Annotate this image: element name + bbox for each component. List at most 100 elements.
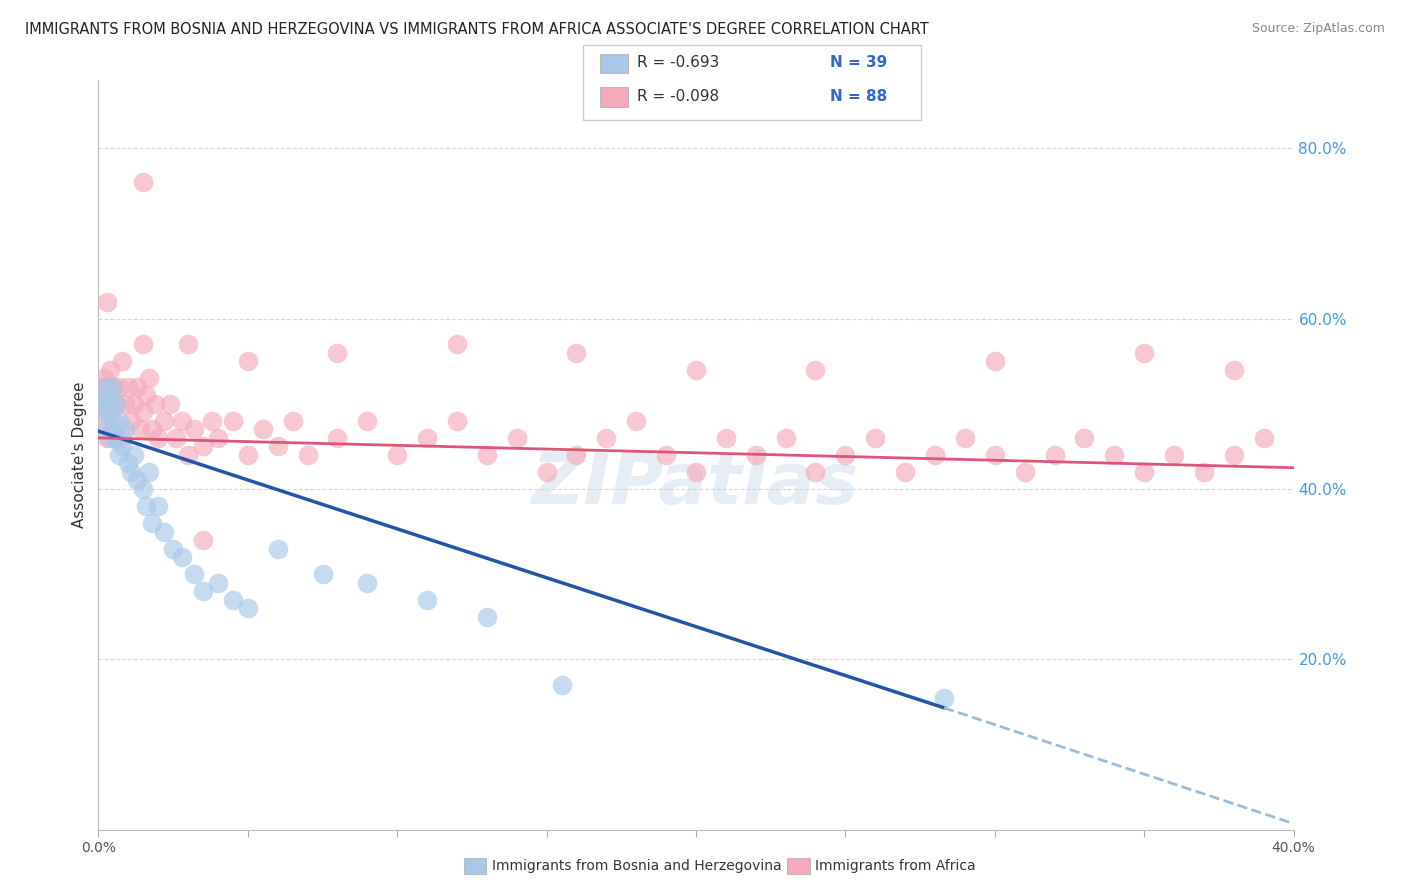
- Point: [191, 584, 214, 599]
- Point: [105, 431, 128, 445]
- Point: [201, 414, 224, 428]
- Point: [416, 431, 439, 445]
- Point: [132, 405, 155, 419]
- Point: [153, 414, 176, 428]
- Point: [953, 431, 976, 445]
- Point: [207, 431, 229, 445]
- Point: [326, 431, 349, 445]
- Point: [138, 371, 160, 385]
- Point: [595, 431, 617, 445]
- Point: [120, 414, 142, 428]
- Point: [236, 448, 259, 462]
- Point: [685, 465, 707, 479]
- Point: [141, 516, 163, 530]
- Point: [924, 448, 946, 462]
- Point: [894, 465, 917, 479]
- Point: [108, 414, 131, 428]
- Point: [1223, 448, 1246, 462]
- Point: [183, 567, 205, 582]
- Point: [1104, 448, 1126, 462]
- Point: [90, 397, 112, 411]
- Point: [138, 465, 160, 479]
- Point: [143, 397, 166, 411]
- Point: [96, 294, 118, 309]
- Point: [714, 431, 737, 445]
- Point: [108, 448, 131, 462]
- Point: [207, 575, 229, 590]
- Point: [172, 414, 194, 428]
- Point: [326, 345, 349, 359]
- Point: [120, 465, 142, 479]
- Point: [1223, 363, 1246, 377]
- Text: Immigrants from Bosnia and Herzegovina: Immigrants from Bosnia and Herzegovina: [492, 859, 782, 873]
- Point: [117, 457, 139, 471]
- Point: [93, 371, 115, 385]
- Point: [90, 380, 112, 394]
- Point: [475, 609, 498, 624]
- Point: [93, 405, 115, 419]
- Point: [90, 397, 112, 411]
- Point: [236, 601, 259, 615]
- Text: R = -0.693: R = -0.693: [637, 55, 720, 70]
- Y-axis label: Associate's Degree: Associate's Degree: [72, 382, 87, 528]
- Point: [132, 482, 155, 496]
- Point: [177, 448, 200, 462]
- Point: [98, 397, 122, 411]
- Point: [1133, 345, 1156, 359]
- Point: [105, 397, 128, 411]
- Point: [96, 422, 118, 436]
- Point: [655, 448, 678, 462]
- Point: [1043, 448, 1066, 462]
- Point: [129, 422, 152, 436]
- Point: [984, 448, 1007, 462]
- Point: [159, 397, 181, 411]
- Point: [127, 380, 149, 394]
- Point: [1163, 448, 1185, 462]
- Point: [745, 448, 768, 462]
- Point: [177, 337, 200, 351]
- Point: [132, 176, 155, 190]
- Point: [98, 405, 122, 419]
- Point: [550, 678, 572, 692]
- Point: [506, 431, 529, 445]
- Point: [135, 499, 157, 513]
- Point: [114, 422, 136, 436]
- Text: Source: ZipAtlas.com: Source: ZipAtlas.com: [1251, 22, 1385, 36]
- Point: [626, 414, 648, 428]
- Point: [536, 465, 558, 479]
- Point: [222, 592, 245, 607]
- Point: [1192, 465, 1215, 479]
- Point: [172, 550, 194, 565]
- Point: [111, 431, 134, 445]
- Point: [1073, 431, 1095, 445]
- Point: [297, 448, 319, 462]
- Point: [111, 439, 134, 453]
- Point: [804, 465, 827, 479]
- Point: [153, 524, 176, 539]
- Point: [108, 380, 131, 394]
- Point: [385, 448, 409, 462]
- Point: [267, 439, 290, 453]
- Point: [105, 431, 128, 445]
- Point: [311, 567, 333, 582]
- Point: [565, 448, 588, 462]
- Point: [865, 431, 887, 445]
- Text: R = -0.098: R = -0.098: [637, 89, 718, 103]
- Text: Immigrants from Africa: Immigrants from Africa: [815, 859, 976, 873]
- Point: [148, 499, 170, 513]
- Point: [148, 431, 170, 445]
- Point: [96, 431, 118, 445]
- Point: [117, 380, 139, 394]
- Point: [124, 448, 146, 462]
- Text: N = 39: N = 39: [830, 55, 887, 70]
- Point: [105, 397, 128, 411]
- Point: [1014, 465, 1036, 479]
- Text: IMMIGRANTS FROM BOSNIA AND HERZEGOVINA VS IMMIGRANTS FROM AFRICA ASSOCIATE'S DEG: IMMIGRANTS FROM BOSNIA AND HERZEGOVINA V…: [25, 22, 929, 37]
- Point: [446, 414, 468, 428]
- Point: [98, 363, 122, 377]
- Point: [191, 439, 214, 453]
- Point: [141, 422, 163, 436]
- Point: [103, 380, 125, 394]
- Point: [356, 575, 378, 590]
- Point: [984, 354, 1007, 368]
